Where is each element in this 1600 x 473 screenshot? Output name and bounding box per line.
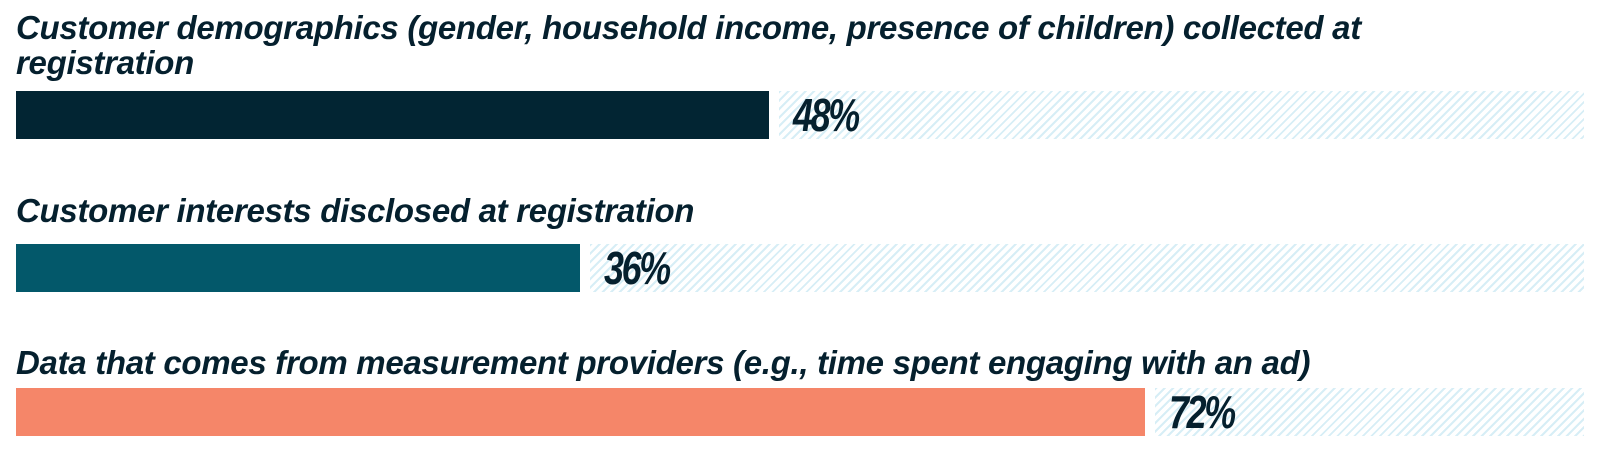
- bar-track: 48%: [16, 89, 1584, 141]
- category-label: Customer demographics (gender, household…: [16, 9, 1361, 81]
- bar-remainder: [779, 91, 1584, 139]
- bar-remainder: [590, 244, 1584, 292]
- category-label: Customer interests disclosed at registra…: [16, 192, 695, 229]
- bar-row: Customer demographics (gender, household…: [16, 9, 1584, 141]
- bar-row: Customer interests disclosed at registra…: [16, 192, 1584, 294]
- bar: [16, 388, 1145, 436]
- bar-track: 72%: [16, 386, 1584, 438]
- value-label: 72%: [1169, 386, 1236, 438]
- category-label: Data that comes from measurement provide…: [16, 344, 1311, 381]
- value-label: 48%: [793, 89, 860, 141]
- bar: [16, 91, 769, 139]
- bar-remainder: [1155, 388, 1584, 436]
- bar-row: Data that comes from measurement provide…: [16, 344, 1584, 438]
- bar-track: 36%: [16, 242, 1584, 294]
- value-label: 36%: [604, 242, 671, 294]
- bar: [16, 244, 580, 292]
